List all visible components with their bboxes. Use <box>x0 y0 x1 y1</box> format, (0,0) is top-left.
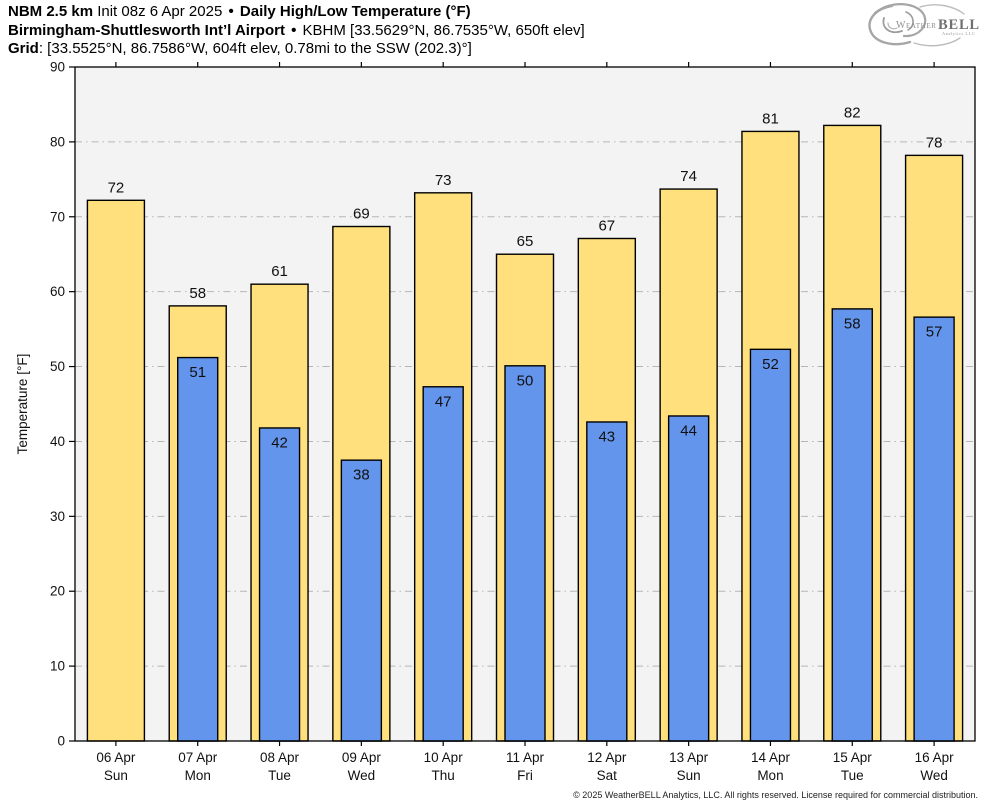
low-value-label: 44 <box>680 422 697 439</box>
x-tick-label-day: Tue <box>841 768 864 783</box>
low-bar <box>504 365 546 742</box>
hurricane-swirl-icon <box>868 3 965 47</box>
x-tick-label-date: 15 Apr <box>833 750 873 765</box>
station-meta: KBHM [33.5629°N, 86.7535°W, 650ft elev] <box>302 21 585 39</box>
high-value-label: 58 <box>189 285 206 302</box>
bullet-separator: • <box>228 3 234 20</box>
high-value-label: 69 <box>353 206 370 223</box>
high-value-label: 74 <box>680 168 697 185</box>
station-name: Birmingham-Shuttlesworth Int’l Airport <box>8 21 285 39</box>
header-line-2: Birmingham-Shuttlesworth Int’l Airport •… <box>8 22 585 41</box>
low-value-label: 52 <box>762 356 779 373</box>
y-tick-label: 0 <box>57 734 65 749</box>
x-tick-label-day: Tue <box>268 768 291 783</box>
x-tick-label-day: Mon <box>757 768 783 783</box>
y-tick-label: 80 <box>50 134 65 149</box>
low-bar <box>667 415 710 742</box>
high-value-label: 78 <box>926 134 943 151</box>
low-bar <box>258 427 301 742</box>
logo-text-weather: Weather <box>896 20 936 31</box>
low-bar <box>749 348 792 742</box>
x-tick-label-date: 14 Apr <box>751 750 791 765</box>
grid-value: : [33.5525°N, 86.7586°W, 604ft elev, 0.7… <box>38 40 472 57</box>
low-bar <box>177 356 219 742</box>
x-tick-label-date: 07 Apr <box>178 750 218 765</box>
y-axis-title: Temperature [°F] <box>15 354 30 455</box>
low-value-label: 50 <box>517 372 534 389</box>
init-time: Init 08z 6 Apr 2025 <box>97 3 223 20</box>
low-value-label: 42 <box>271 434 288 451</box>
y-tick-label: 90 <box>50 60 65 75</box>
x-tick-label-day: Wed <box>920 768 948 783</box>
low-value-label: 58 <box>844 315 861 332</box>
y-tick-label: 10 <box>50 659 65 674</box>
x-tick-label-date: 08 Apr <box>260 750 300 765</box>
low-bar <box>913 316 955 742</box>
y-tick-label: 20 <box>50 584 65 599</box>
header-line-1: NBM 2.5 km Init 08z 6 Apr 2025 • Daily H… <box>8 3 585 22</box>
x-tick-label-date: 13 Apr <box>669 750 709 765</box>
y-tick-label: 70 <box>50 209 65 224</box>
model-name: NBM 2.5 km <box>8 3 94 20</box>
high-value-label: 82 <box>844 104 861 121</box>
x-tick-label-day: Mon <box>185 768 211 783</box>
x-tick-label-date: 16 Apr <box>915 750 955 765</box>
high-value-label: 61 <box>271 263 288 280</box>
high-value-label: 73 <box>435 172 452 189</box>
x-tick-label-day: Thu <box>432 768 455 783</box>
page-title: Daily High/Low Temperature (°F) <box>239 3 471 20</box>
low-bar <box>831 308 873 742</box>
bullet-separator: • <box>291 21 297 39</box>
x-tick-label-day: Fri <box>517 768 533 783</box>
high-bar <box>86 199 146 742</box>
low-value-label: 57 <box>926 324 943 341</box>
x-tick-label-date: 10 Apr <box>424 750 464 765</box>
y-tick-label: 60 <box>50 284 65 299</box>
high-value-label: 65 <box>517 233 534 250</box>
chart-header: NBM 2.5 km Init 08z 6 Apr 2025 • Daily H… <box>8 3 585 59</box>
y-tick-label: 50 <box>50 359 65 374</box>
x-tick-label-day: Sat <box>597 768 618 783</box>
weatherbell-logo: Weather BELL Analytics LLC <box>868 3 980 47</box>
x-tick-label-date: 12 Apr <box>587 750 627 765</box>
low-value-label: 51 <box>189 364 206 381</box>
y-tick-label: 30 <box>50 509 65 524</box>
grid-label: Grid <box>8 40 39 57</box>
low-value-label: 38 <box>353 467 370 484</box>
x-tick-label-day: Wed <box>348 768 376 783</box>
low-bar <box>340 459 383 742</box>
high-value-label: 81 <box>762 110 779 127</box>
low-bar <box>422 386 464 742</box>
x-tick-label-day: Sun <box>677 768 701 783</box>
low-bar <box>586 421 628 742</box>
low-value-label: 47 <box>435 393 452 410</box>
high-value-label: 67 <box>598 217 615 234</box>
x-tick-label-date: 09 Apr <box>342 750 382 765</box>
logo-text-bell: BELL <box>938 17 980 33</box>
y-tick-label: 40 <box>50 434 65 449</box>
x-tick-label-date: 06 Apr <box>96 750 136 765</box>
high-value-label: 72 <box>108 179 125 196</box>
low-value-label: 43 <box>598 428 615 445</box>
x-tick-label-date: 11 Apr <box>506 750 545 765</box>
logo-subtitle: Analytics LLC <box>942 31 975 36</box>
x-tick-label-day: Sun <box>104 768 128 783</box>
copyright-footer: © 2025 WeatherBELL Analytics, LLC. All r… <box>573 790 978 800</box>
header-line-3: Grid: [33.5525°N, 86.7586°W, 604ft elev,… <box>8 40 585 59</box>
